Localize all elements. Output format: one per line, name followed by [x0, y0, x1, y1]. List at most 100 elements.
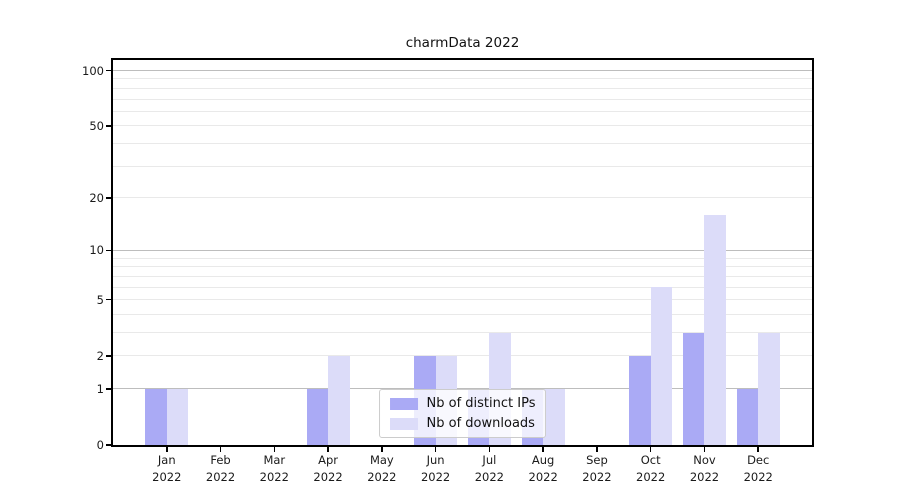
- x-tick-label-line: Jun: [426, 453, 445, 467]
- bar-nb-of-distinct-ips-oct-2022: [629, 355, 651, 445]
- gridline-minor-3: [113, 332, 812, 334]
- bar-nb-of-downloads-apr-2022: [328, 355, 350, 445]
- x-tick-label-line: 2022: [259, 469, 289, 484]
- gridline-minor-70: [113, 98, 812, 100]
- x-tick-mark-aug-2022: [542, 447, 544, 452]
- x-tick-label-line: Aug: [531, 453, 555, 467]
- legend-label-downloads: Nb of downloads: [426, 416, 535, 431]
- bar-nb-of-downloads-nov-2022: [704, 215, 726, 445]
- x-tick-label-line: 2022: [582, 469, 612, 484]
- gridline-minor-30: [113, 165, 812, 167]
- y-tick-mark-1: [106, 388, 111, 390]
- y-tick-mark-50: [106, 125, 111, 127]
- x-tick-label-jan-2022: Jan 2022: [135, 452, 199, 485]
- x-tick-label-line: 2022: [689, 469, 720, 484]
- legend: Nb of distinct IPs Nb of downloads: [378, 389, 547, 438]
- x-tick-label-line: 2022: [152, 469, 182, 484]
- gridline-minor-7: [113, 275, 812, 277]
- x-tick-label-line: Oct: [640, 453, 661, 467]
- bar-nb-of-distinct-ips-jan-2022: [145, 388, 167, 445]
- y-tick-label-2: 2: [96, 348, 104, 363]
- bar-nb-of-downloads-aug-2022: [543, 388, 565, 445]
- x-tick-mark-apr-2022: [327, 447, 329, 452]
- y-tick-label-20: 20: [89, 190, 104, 205]
- legend-label-distinct-ips: Nb of distinct IPs: [426, 396, 536, 411]
- plot-area: Nb of distinct IPs Nb of downloads: [111, 58, 814, 447]
- gridline-major-10: [113, 249, 812, 251]
- x-tick-label-line: 2022: [743, 469, 773, 484]
- bar-nb-of-downloads-jan-2022: [166, 388, 189, 445]
- y-tick-label-10: 10: [89, 243, 104, 258]
- x-tick-label-dec-2022: Dec 2022: [726, 452, 790, 485]
- x-tick-label-line: Sep: [586, 453, 608, 467]
- y-tick-label-1: 1: [96, 381, 104, 396]
- x-tick-label-line: 2022: [474, 469, 505, 484]
- chart-title: charmData 2022: [405, 35, 520, 51]
- bar-nb-of-distinct-ips-apr-2022: [306, 388, 329, 445]
- y-tick-mark-10: [106, 249, 111, 252]
- y-tick-mark-0: [106, 444, 111, 446]
- x-tick-label-line: Nov: [693, 453, 716, 467]
- x-tick-mark-mar-2022: [273, 447, 276, 452]
- x-tick-label-aug-2022: Aug 2022: [511, 452, 575, 485]
- x-tick-label-apr-2022: Apr 2022: [296, 452, 360, 485]
- bar-nb-of-distinct-ips-nov-2022: [682, 332, 705, 445]
- x-tick-label-may-2022: May 2022: [350, 452, 414, 485]
- x-tick-mark-oct-2022: [649, 447, 652, 452]
- y-tick-mark-2: [106, 355, 111, 357]
- x-tick-label-oct-2022: Oct 2022: [619, 452, 683, 485]
- gridline-minor-60: [113, 110, 812, 112]
- x-tick-label-line: Jul: [482, 453, 497, 467]
- legend-swatch-distinct-ips: [389, 397, 418, 410]
- legend-swatch-downloads: [389, 417, 418, 430]
- gridline-minor-50: [113, 125, 812, 127]
- y-tick-mark-20: [106, 197, 111, 199]
- gridline-major-100: [113, 70, 812, 72]
- y-tick-mark-100: [106, 69, 111, 72]
- x-tick-mark-jan-2022: [166, 447, 168, 452]
- x-tick-mark-jul-2022: [488, 447, 491, 452]
- bar-nb-of-downloads-oct-2022: [650, 287, 673, 445]
- y-tick-label-0: 0: [96, 438, 104, 452]
- gridline-major-1: [113, 388, 812, 390]
- gridline-minor-4: [113, 313, 812, 315]
- gridline-minor-2: [113, 355, 812, 357]
- gridline-minor-9: [113, 257, 812, 259]
- gridline-minor-80: [113, 87, 812, 89]
- x-tick-label-nov-2022: Nov 2022: [672, 452, 736, 485]
- x-tick-label-line: Mar: [263, 453, 286, 467]
- x-tick-label-sep-2022: Sep 2022: [565, 452, 629, 485]
- x-tick-label-line: May: [369, 453, 394, 467]
- gridline-minor-90: [113, 78, 812, 80]
- x-tick-label-line: 2022: [205, 469, 236, 484]
- gridline-minor-5: [113, 299, 812, 301]
- x-tick-label-line: 2022: [313, 469, 343, 484]
- gridline-minor-20: [113, 197, 812, 199]
- y-tick-label-100: 100: [82, 63, 104, 78]
- x-tick-label-feb-2022: Feb 2022: [189, 452, 253, 485]
- x-tick-mark-dec-2022: [757, 447, 759, 452]
- x-tick-label-line: 2022: [420, 469, 451, 484]
- x-tick-label-line: 2022: [367, 469, 397, 484]
- x-tick-label-line: 2022: [636, 469, 666, 484]
- bar-nb-of-downloads-dec-2022: [758, 332, 780, 445]
- gridline-minor-6: [113, 286, 812, 288]
- y-tick-mark-5: [106, 298, 111, 301]
- x-tick-label-line: Apr: [318, 453, 339, 467]
- x-tick-mark-feb-2022: [219, 447, 222, 452]
- x-tick-label-line: Jan: [157, 453, 176, 467]
- x-tick-mark-sep-2022: [596, 447, 598, 452]
- gridline-minor-40: [113, 143, 812, 145]
- x-tick-mark-nov-2022: [703, 447, 706, 452]
- legend-item-distinct-ips: Nb of distinct IPs: [389, 396, 536, 411]
- gridline-minor-8: [113, 266, 812, 268]
- x-tick-label-jul-2022: Jul 2022: [457, 452, 521, 485]
- x-tick-label-mar-2022: Mar 2022: [242, 452, 306, 485]
- x-tick-label-line: Feb: [210, 453, 231, 467]
- x-tick-label-line: Dec: [747, 453, 770, 467]
- x-tick-mark-jun-2022: [434, 447, 437, 452]
- x-tick-label-line: 2022: [528, 469, 558, 484]
- y-tick-label-50: 50: [89, 118, 104, 133]
- legend-item-downloads: Nb of downloads: [389, 416, 536, 431]
